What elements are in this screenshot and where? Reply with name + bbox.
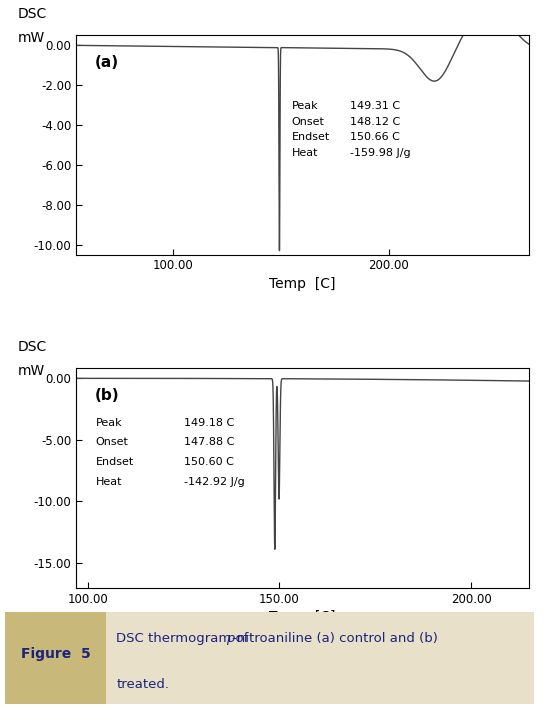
Text: Onset: Onset	[292, 117, 325, 127]
Text: 149.18 C: 149.18 C	[184, 418, 234, 428]
Text: -142.92 J/g: -142.92 J/g	[184, 476, 244, 487]
Text: p: p	[226, 632, 234, 645]
X-axis label: Temp  [C]: Temp [C]	[269, 277, 336, 290]
Text: 149.31 C: 149.31 C	[350, 101, 400, 111]
Text: 150.66 C: 150.66 C	[350, 132, 399, 142]
Text: 148.12 C: 148.12 C	[350, 117, 400, 127]
Text: Heat: Heat	[95, 476, 122, 487]
Text: DSC thermogram of: DSC thermogram of	[117, 632, 253, 645]
Text: 150.60 C: 150.60 C	[184, 457, 233, 467]
Text: Peak: Peak	[292, 101, 318, 111]
Bar	[5, 612, 106, 704]
Text: Endset: Endset	[95, 457, 134, 467]
X-axis label: Temp  [C]: Temp [C]	[269, 610, 336, 624]
Text: -159.98 J/g: -159.98 J/g	[350, 148, 410, 158]
Text: mW: mW	[17, 364, 45, 378]
Text: -nitroaniline (a) control and (b): -nitroaniline (a) control and (b)	[232, 632, 438, 645]
Text: treated.: treated.	[117, 678, 169, 691]
Text: (b): (b)	[94, 388, 119, 404]
Text: Figure  5: Figure 5	[21, 647, 90, 661]
Text: DSC: DSC	[17, 340, 47, 354]
Text: 147.88 C: 147.88 C	[184, 438, 234, 447]
Text: (a): (a)	[94, 55, 118, 70]
Text: Onset: Onset	[95, 438, 128, 447]
Text: DSC: DSC	[17, 7, 47, 21]
Text: Heat: Heat	[292, 148, 318, 158]
Text: Peak: Peak	[95, 418, 122, 428]
Text: Endset: Endset	[292, 132, 330, 142]
Text: mW: mW	[17, 31, 45, 45]
